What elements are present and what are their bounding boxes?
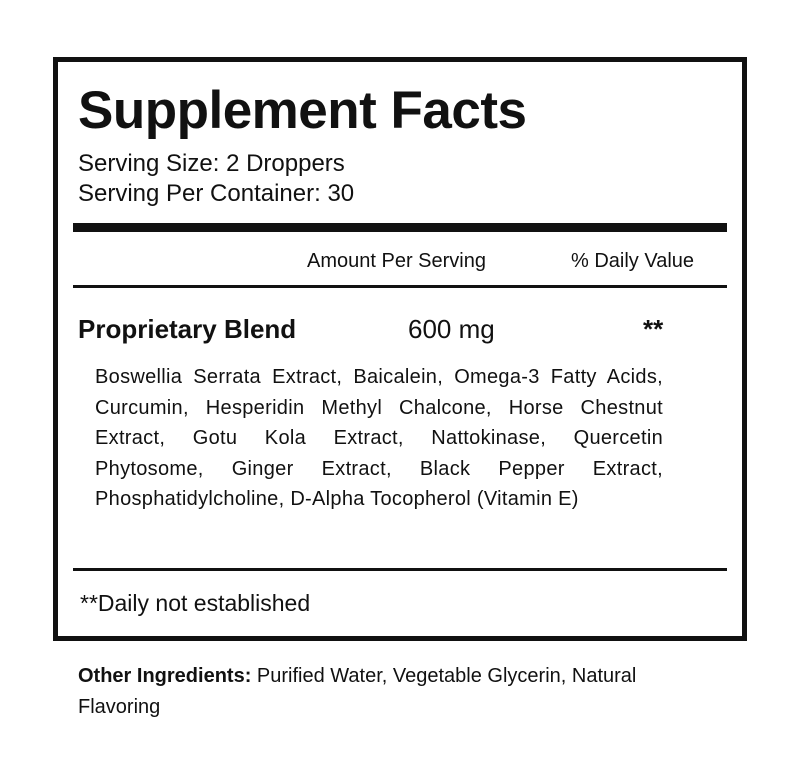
panel-title: Supplement Facts bbox=[78, 81, 527, 140]
blend-name: Proprietary Blend bbox=[78, 314, 297, 344]
thick-divider bbox=[73, 223, 727, 232]
blend-amount: 600 mg bbox=[408, 314, 495, 344]
other-ingredients-text: Purified Water, Vegetable Glycerin, Natu… bbox=[78, 665, 637, 718]
other-ingredients-label: Other Ingredients: bbox=[78, 665, 252, 687]
serving-size: Serving Size: 2 Droppers bbox=[78, 150, 345, 177]
footnote: **Daily not established bbox=[80, 590, 311, 616]
divider bbox=[73, 285, 727, 288]
daily-value-header: % Daily Value bbox=[571, 250, 695, 272]
amount-per-serving-header: Amount Per Serving bbox=[307, 250, 486, 272]
servings-per-container: Serving Per Container: 30 bbox=[78, 180, 355, 207]
divider-bottom bbox=[73, 568, 727, 571]
other-ingredients: Other Ingredients: Purified Water, Veget… bbox=[78, 661, 698, 723]
blend-daily-value: ** bbox=[643, 314, 664, 344]
ingredient-list: Boswellia Serrata Extract, Baicalein, Om… bbox=[95, 366, 663, 510]
supplement-facts-panel: Supplement Facts Serving Size: 2 Dropper… bbox=[53, 57, 747, 641]
